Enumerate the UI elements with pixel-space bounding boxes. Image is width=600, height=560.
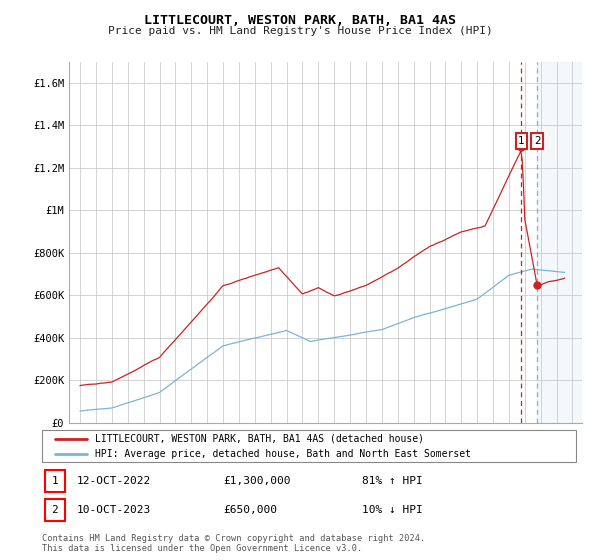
FancyBboxPatch shape	[44, 499, 65, 521]
Text: HPI: Average price, detached house, Bath and North East Somerset: HPI: Average price, detached house, Bath…	[95, 449, 472, 459]
Text: £1,300,000: £1,300,000	[224, 476, 291, 486]
Text: 12-OCT-2022: 12-OCT-2022	[77, 476, 151, 486]
Text: £650,000: £650,000	[224, 505, 278, 515]
Bar	[538, 62, 582, 423]
Text: LITTLECOURT, WESTON PARK, BATH, BA1 4AS (detached house): LITTLECOURT, WESTON PARK, BATH, BA1 4AS …	[95, 433, 424, 444]
Text: 1: 1	[52, 476, 58, 486]
Text: Contains HM Land Registry data © Crown copyright and database right 2024.
This d: Contains HM Land Registry data © Crown c…	[42, 534, 425, 553]
Text: 10% ↓ HPI: 10% ↓ HPI	[362, 505, 423, 515]
FancyBboxPatch shape	[42, 430, 576, 462]
Text: 81% ↑ HPI: 81% ↑ HPI	[362, 476, 423, 486]
Text: LITTLECOURT, WESTON PARK, BATH, BA1 4AS: LITTLECOURT, WESTON PARK, BATH, BA1 4AS	[144, 14, 456, 27]
Bar	[538, 62, 582, 423]
Text: 10-OCT-2023: 10-OCT-2023	[77, 505, 151, 515]
FancyBboxPatch shape	[44, 470, 65, 492]
Text: Price paid vs. HM Land Registry's House Price Index (HPI): Price paid vs. HM Land Registry's House …	[107, 26, 493, 36]
Text: 2: 2	[52, 505, 58, 515]
Text: 1: 1	[518, 136, 525, 146]
Text: 2: 2	[534, 136, 541, 146]
